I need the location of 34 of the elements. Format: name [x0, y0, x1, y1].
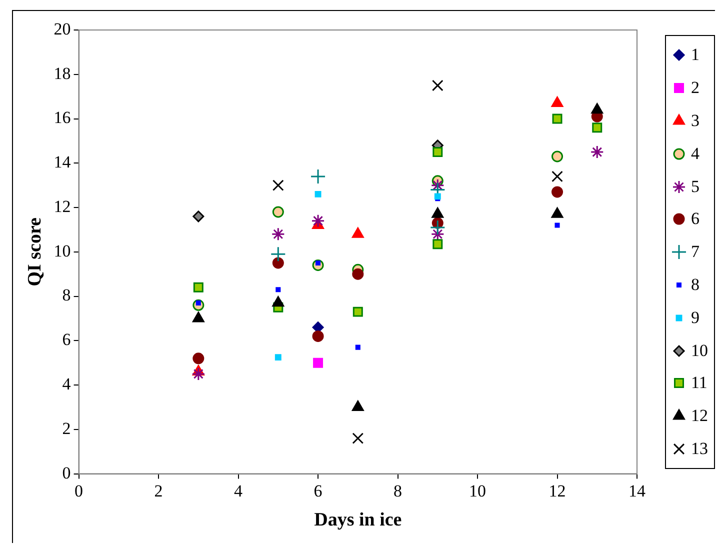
y-tick-label: 10	[54, 241, 71, 260]
y-tick-label: 2	[62, 418, 71, 438]
y-tick-label: 18	[54, 64, 71, 83]
legend-label: 5	[691, 176, 700, 197]
legend-label: 8	[691, 274, 700, 295]
x-tick-label: 2	[154, 481, 163, 500]
legend-label: 11	[691, 373, 708, 394]
legend-label: 10	[691, 340, 708, 361]
x-tick-label: 8	[394, 481, 402, 500]
legend-label: 2	[691, 78, 700, 98]
x-tick-label: 0	[74, 481, 84, 500]
y-tick-label: 0	[62, 463, 71, 482]
legend-label: 12	[691, 406, 708, 426]
legend-label: 3	[691, 110, 700, 131]
y-tick-label: 20	[54, 19, 71, 38]
y-tick-label: 8	[62, 286, 71, 305]
y-tick-label: 14	[54, 152, 72, 172]
legend-label: 9	[691, 308, 700, 328]
y-tick-label: 6	[62, 330, 71, 350]
legend-label: 4	[691, 144, 700, 164]
legend-label: 1	[691, 45, 700, 66]
x-axis-title: Days in ice	[314, 510, 402, 531]
y-tick-label: 16	[54, 108, 71, 128]
x-tick-label: 6	[314, 481, 322, 500]
y-tick-label: 12	[54, 196, 71, 216]
legend-label: 6	[691, 209, 700, 230]
legend-label: 7	[691, 242, 700, 262]
y-axis-title: QI score	[24, 218, 46, 286]
x-tick-label: 10	[469, 481, 486, 500]
legend-label: 13	[691, 438, 708, 459]
x-tick-label: 12	[548, 481, 566, 500]
x-tick-label: 14	[628, 481, 646, 500]
y-tick-label: 4	[62, 374, 72, 394]
x-tick-label: 4	[234, 481, 244, 500]
